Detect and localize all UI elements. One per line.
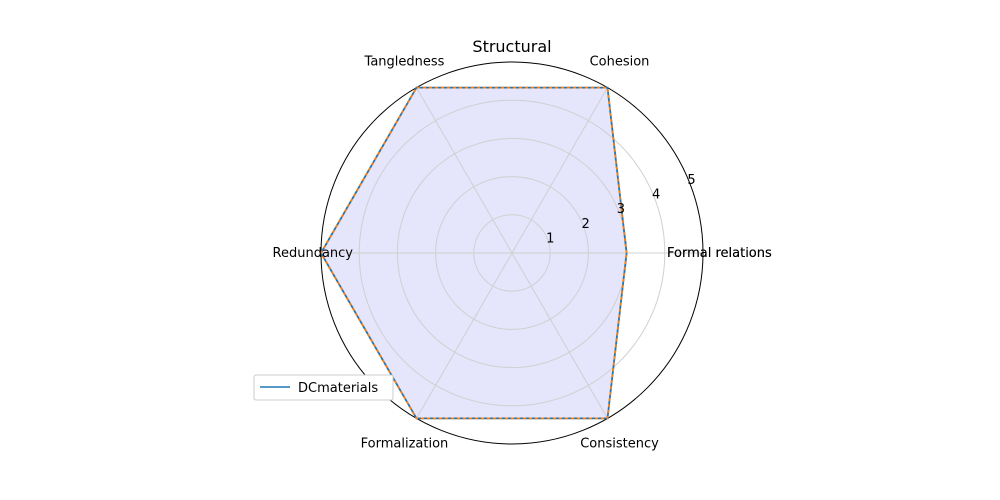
r-tick-label-3: 3 (617, 202, 625, 217)
axis-label-1: Cohesion (590, 55, 650, 70)
axis-label-4: Formalization (361, 436, 449, 451)
chart-title: Structural (472, 37, 551, 56)
legend-box (253, 374, 394, 401)
axis-label-6: Formal relations (667, 246, 772, 261)
r-tick-label-1: 1 (546, 231, 554, 246)
axis-label-2: Tangledness (364, 55, 445, 70)
grid-spoke-4 (416, 252, 513, 419)
grid-layer (320, 61, 704, 445)
r-tick-label-2: 2 (581, 217, 589, 232)
r-tick-label-5: 5 (687, 173, 695, 188)
r-tick-label-4: 4 (652, 188, 660, 203)
axis-label-5: Consistency (580, 436, 659, 451)
grid-spoke-5 (511, 252, 608, 419)
labels-layer: 1 2 3 4 5 Formal relations Cohesion Tangledness… (273, 55, 772, 452)
legend: DCmaterials (253, 374, 394, 401)
axis-label-0: Formal relations (667, 246, 772, 261)
axis-label-3: Redundancy (273, 246, 354, 261)
series-line-1 (319, 86, 628, 420)
series-layer (319, 86, 628, 420)
grid-spoke-2 (416, 87, 513, 254)
grid-spoke-1 (511, 87, 608, 254)
legend-label: DCmaterials (298, 381, 378, 396)
